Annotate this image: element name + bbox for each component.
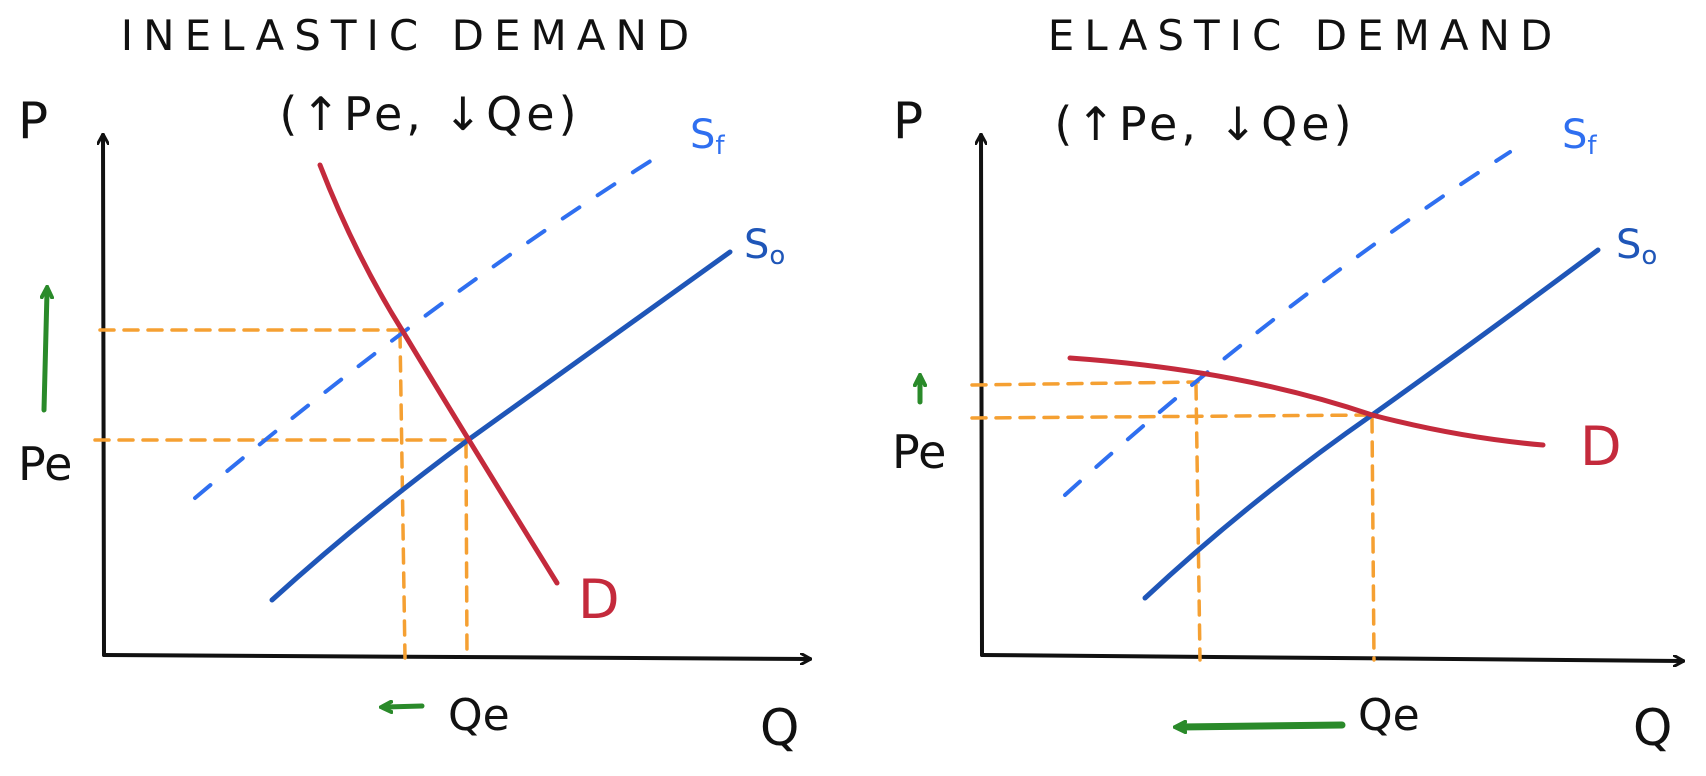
- supply-original-curve: [269, 249, 733, 603]
- panel-subtitle: (↑Pe, ↓Qe): [1054, 97, 1355, 151]
- price-equilibrium-label: Pe: [892, 425, 946, 479]
- supply-original-label: So: [1616, 222, 1657, 271]
- price-equilibrium-label: Pe: [18, 437, 72, 491]
- quantity-axis: [980, 653, 1683, 661]
- guide-new-price: [970, 380, 1200, 387]
- guide-new-quantity: [398, 331, 407, 660]
- panel-title: ELASTIC DEMAND: [1048, 11, 1563, 60]
- demand-label: D: [1580, 415, 1622, 478]
- quantity-decrease-arrow-icon: [1180, 725, 1346, 727]
- quantity-equilibrium-label: Qe: [448, 690, 510, 741]
- quantity-axis: [102, 655, 810, 659]
- axis-label-q: Q: [1633, 699, 1672, 757]
- supply-shifted-label: Sf: [1562, 112, 1597, 161]
- guide-new-quantity: [1194, 383, 1202, 662]
- price-increase-arrow-icon: [44, 292, 47, 413]
- demand-curve: [317, 162, 560, 586]
- axis-label-q: Q: [760, 699, 799, 757]
- guide-original-quantity: [464, 441, 469, 660]
- supply-shifted-curve: [193, 153, 662, 500]
- supply-shifted-curve: [1063, 150, 1512, 497]
- panel-elastic: ELASTIC DEMAND (↑Pe, ↓Qe) P Q Sf So D Pe…: [892, 11, 1683, 757]
- quantity-decrease-arrow-icon: [386, 706, 425, 707]
- demand-label: D: [578, 568, 620, 631]
- price-axis: [103, 135, 104, 657]
- axis-label-p: P: [18, 92, 48, 150]
- axis-label-p: P: [893, 92, 923, 150]
- guide-original-quantity: [1370, 416, 1376, 662]
- panel-subtitle: (↑Pe, ↓Qe): [279, 87, 580, 141]
- price-axis: [981, 135, 982, 657]
- guide-original-price: [970, 413, 1374, 420]
- supply-original-label: So: [744, 222, 785, 271]
- panel-inelastic: INELASTIC DEMAND (↑Pe, ↓Qe) P Q Sf So D …: [18, 11, 810, 757]
- panel-title: INELASTIC DEMAND: [121, 11, 699, 60]
- supply-shifted-label: Sf: [690, 112, 725, 161]
- quantity-equilibrium-label: Qe: [1358, 690, 1420, 741]
- demand-curve: [1067, 355, 1546, 448]
